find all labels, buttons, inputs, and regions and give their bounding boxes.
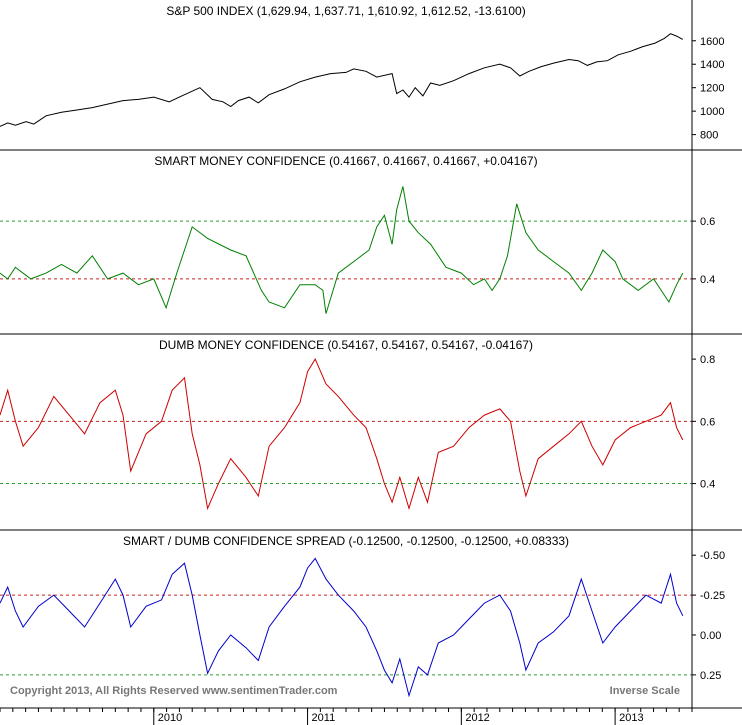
panel-2: 0.4 0.6 SMART MONEY CONFIDENCE (0.41667, 0…	[0, 154, 742, 335]
y-tick-label: -0.50	[700, 550, 725, 562]
footer-copyright: Copyright 2013, All Rights Reserved www.…	[10, 685, 338, 697]
x-tick-label: 2011	[312, 712, 336, 724]
y-tick-label: 0.25	[700, 670, 721, 682]
y-tick-label: 1000	[700, 106, 724, 118]
panel-3: 0.4 0.6 0.8 DUMB MONEY CONFIDENCE (0.54167,…	[0, 338, 742, 531]
series-line	[0, 33, 684, 127]
series-line	[0, 186, 684, 314]
series-line	[0, 557, 684, 698]
y-tick-label: 0.6	[700, 416, 715, 428]
y-tick-label: 0.4	[700, 479, 715, 491]
panel-title: SMART MONEY CONFIDENCE (0.41667, 0.41667…	[154, 154, 537, 168]
series-line	[0, 358, 684, 511]
panel-4: -0.50 -0.25 0.00 0.25 SMART / DUMB CONFIDENC…	[0, 534, 742, 709]
x-tick-label: 2010	[158, 712, 182, 724]
y-tick-label: 1200	[700, 83, 724, 95]
panel-title: S&P 500 INDEX (1,629.94, 1,637.71, 1,610…	[166, 4, 525, 18]
y-tick-label: 0.00	[700, 630, 721, 642]
footer-inverse-scale-note: Inverse Scale	[610, 685, 680, 697]
y-tick-label: -0.25	[700, 590, 725, 602]
y-tick-label: 800	[700, 130, 718, 142]
panel-title: SMART / DUMB CONFIDENCE SPREAD (-0.12500…	[123, 534, 569, 548]
y-tick-label: 0.6	[700, 216, 715, 228]
y-tick-label: 1600	[700, 36, 724, 48]
panel-1: 800 1000 1200 1400 1600 S&P 500 INDEX (1,629.…	[0, 4, 742, 151]
y-tick-label: 0.4	[700, 274, 715, 286]
panel-title: DUMB MONEY CONFIDENCE (0.54167, 0.54167,…	[159, 338, 533, 352]
y-tick-label: 0.8	[700, 354, 715, 366]
x-axis: 2010 2011 2012 2013	[0, 707, 742, 725]
x-tick-label: 2012	[465, 712, 489, 724]
x-tick-label: 2013	[619, 712, 643, 724]
panels: 800 1000 1200 1400 1600 S&P 500 INDEX (1,629.…	[0, 0, 742, 709]
y-tick-label: 1400	[700, 59, 724, 71]
